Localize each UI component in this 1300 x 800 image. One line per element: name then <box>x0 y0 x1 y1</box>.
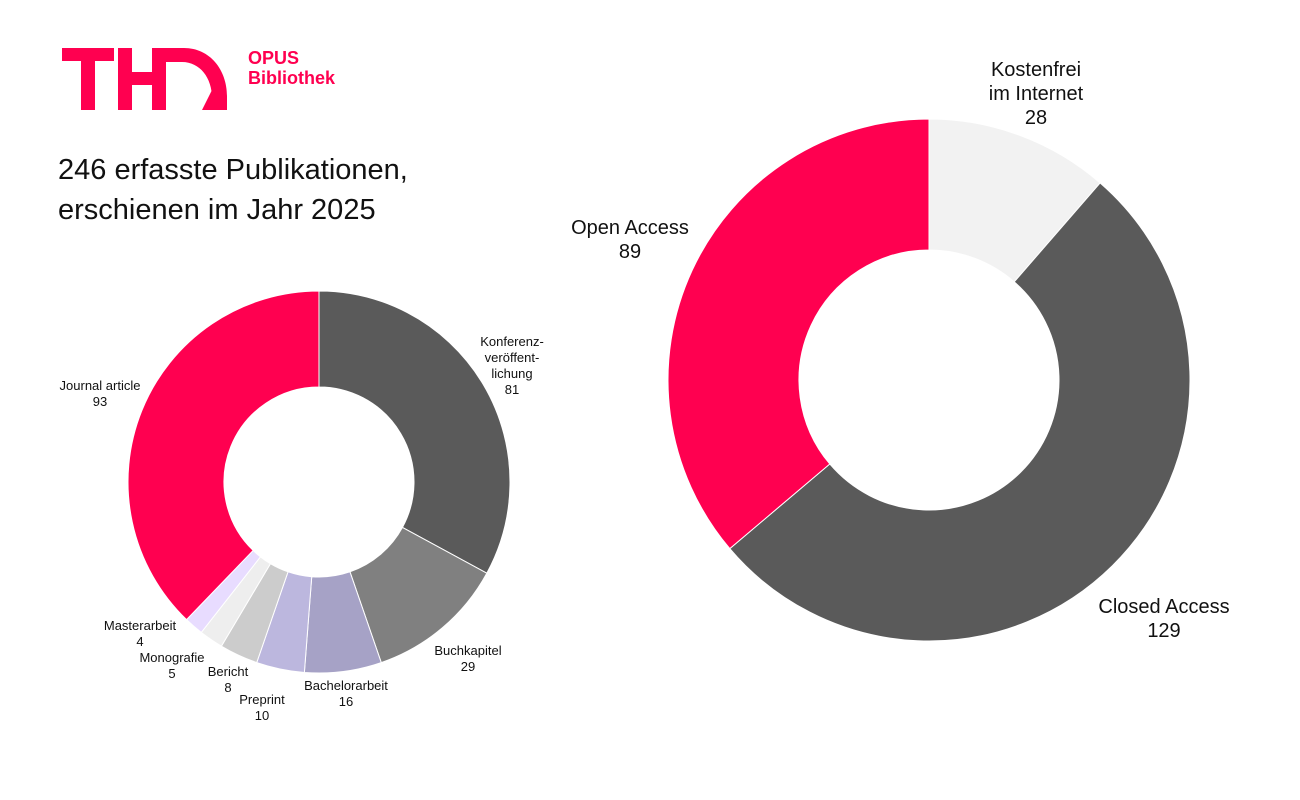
access-label-2-line-0: Open Access <box>571 217 689 239</box>
access-slice-1 <box>729 182 1191 642</box>
logo-mark <box>62 48 227 110</box>
types-label-7: Journal article 93 <box>60 378 141 409</box>
types-label-6-line-0: Masterarbeit <box>104 618 177 633</box>
types-label-5-line-0: Monografie <box>139 650 204 665</box>
access-label-1: Closed Access 129 <box>1098 596 1229 642</box>
types-label-6-line-1: 4 <box>136 634 143 649</box>
types-label-4: Bericht 8 <box>208 664 249 695</box>
types-label-7-line-1: 93 <box>93 394 107 409</box>
brand-line-1: OPUS <box>248 48 300 68</box>
types-label-4-line-1: 8 <box>224 680 231 695</box>
types-label-5-line-1: 5 <box>168 666 175 681</box>
types-label-3-line-0: Preprint <box>239 692 285 707</box>
types-label-2-line-0: Bachelorarbeit <box>304 678 388 693</box>
access-label-2: Open Access 89 <box>571 217 689 263</box>
types-label-0-line-1: veröffent- <box>485 350 540 365</box>
types-label-3: Preprint 10 <box>239 692 285 723</box>
access-label-0-line-1: im Internet <box>989 83 1084 105</box>
access-label-0-line-0: Kostenfrei <box>991 59 1081 81</box>
types-label-3-line-1: 10 <box>255 708 269 723</box>
page-title: 246 erfasste Publikationen, erschienen i… <box>58 150 578 230</box>
types-label-2-line-1: 16 <box>339 694 353 709</box>
types-label-0-line-0: Konferenz- <box>480 334 544 349</box>
types-label-5: Monografie 5 <box>139 650 204 681</box>
access-slice-2 <box>667 118 930 550</box>
types-label-0-line-3: 81 <box>505 382 519 397</box>
types-label-0: Konferenz-veröffent-lichung 81 <box>480 334 544 397</box>
brand-name: OPUS Bibliothek <box>248 48 335 88</box>
types-label-4-line-0: Bericht <box>208 664 249 679</box>
access-label-0-line-2: 28 <box>1025 107 1047 129</box>
page-title-line-1: 246 erfasste Publikationen, <box>58 154 408 186</box>
types-label-6: Masterarbeit 4 <box>104 618 177 649</box>
types-label-7-line-0: Journal article <box>60 378 141 393</box>
access-label-2-line-1: 89 <box>619 241 641 263</box>
page-title-line-2: erschienen im Jahr 2025 <box>58 194 376 226</box>
types-label-1: Buchkapitel 29 <box>434 643 501 674</box>
access-label-1-line-1: 129 <box>1147 620 1180 642</box>
brand-line-2: Bibliothek <box>248 68 336 88</box>
types-slice-0 <box>318 290 511 574</box>
access-label-0: Kostenfrei im Internet 28 <box>989 59 1084 129</box>
types-label-1-line-0: Buchkapitel <box>434 643 501 658</box>
types-label-2: Bachelorarbeit 16 <box>304 678 388 709</box>
access-label-1-line-0: Closed Access <box>1098 596 1229 618</box>
logo: OPUS Bibliothek <box>62 48 362 118</box>
types-slice-7 <box>127 290 320 621</box>
types-label-1-line-1: 29 <box>461 659 475 674</box>
types-label-0-line-2: lichung <box>491 366 532 381</box>
